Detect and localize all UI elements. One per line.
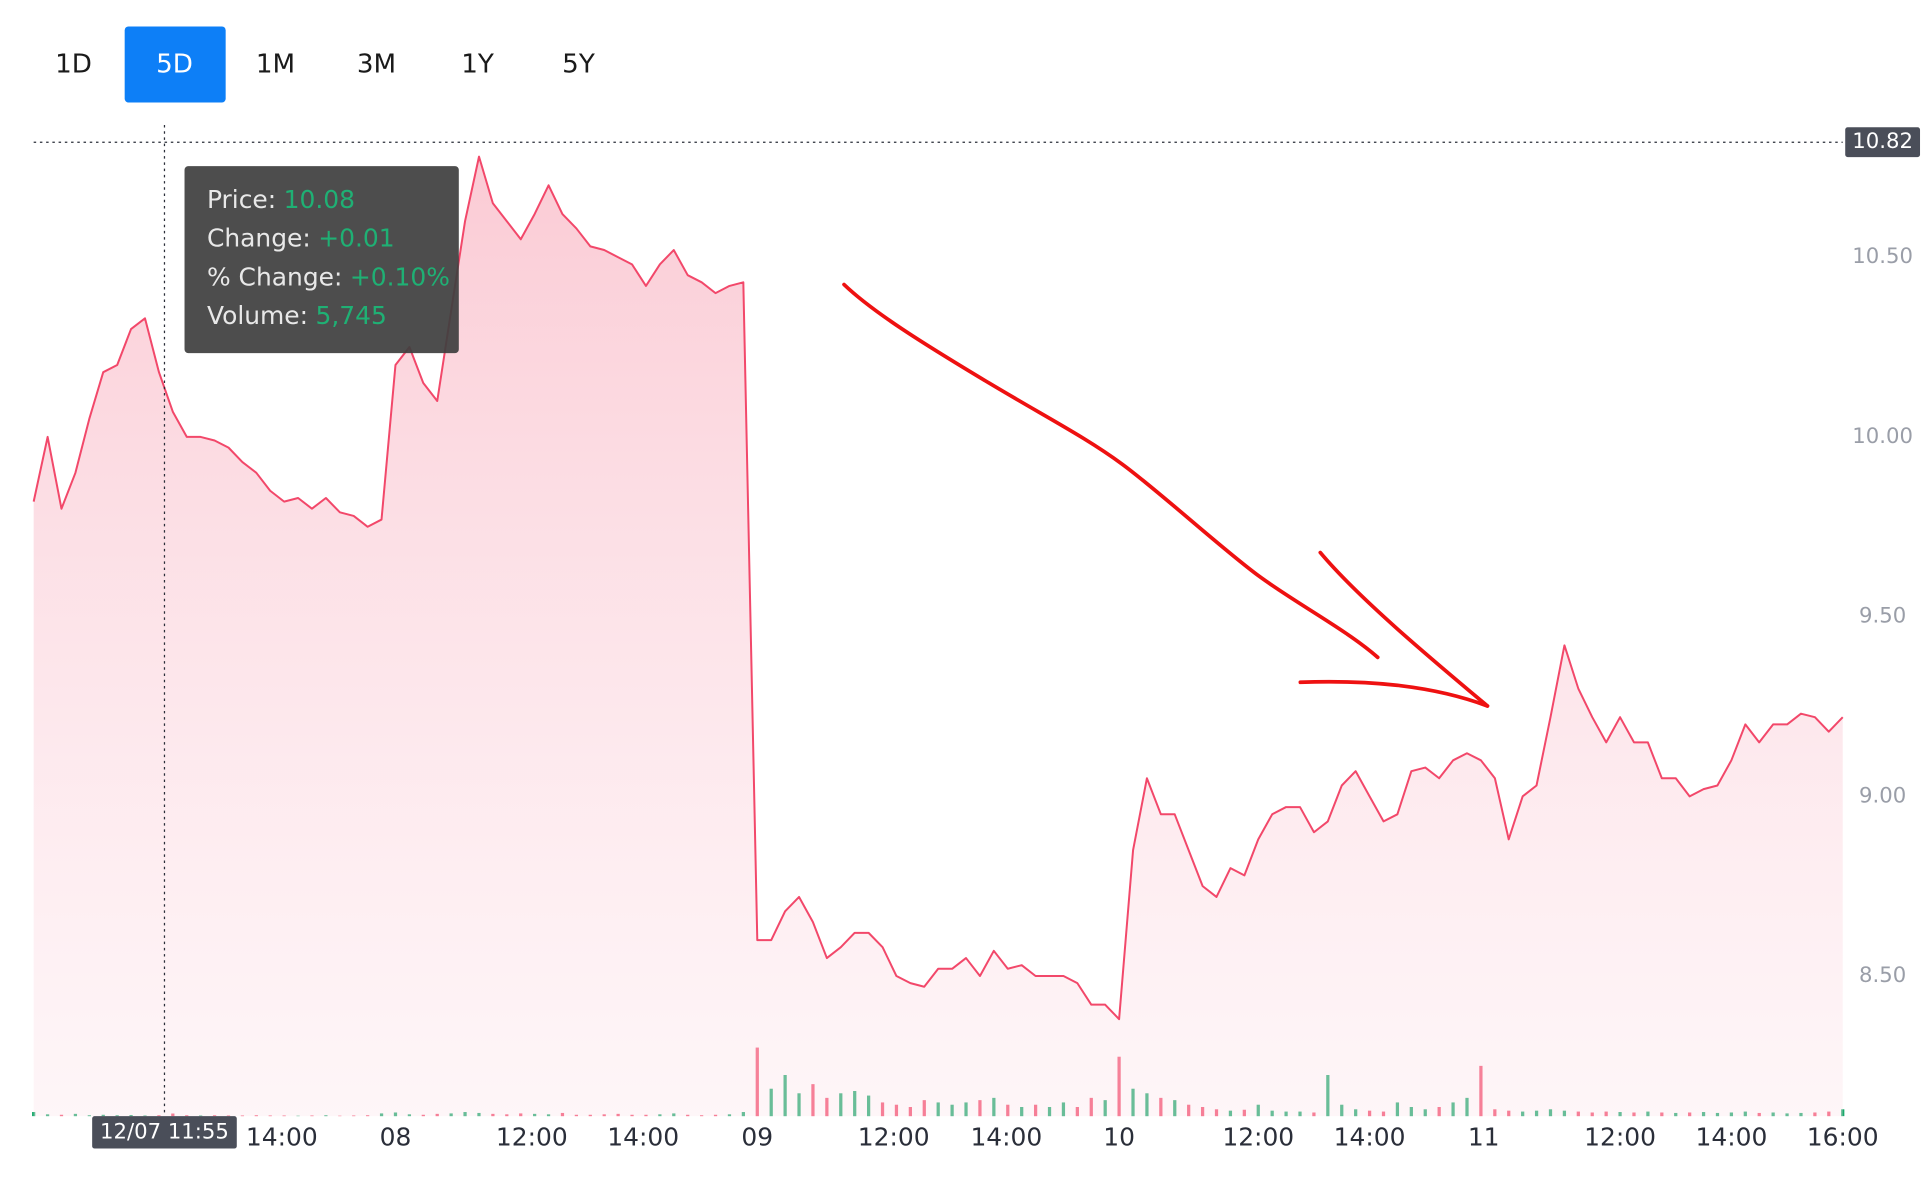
x-tick-label: 14:00 [246, 1123, 318, 1152]
price-area [33, 156, 1843, 1117]
x-tick-label: 12:00 [496, 1123, 568, 1152]
range-button-bg [124, 26, 226, 103]
range-button[interactable]: 1Y [461, 50, 495, 80]
x-tick-label: 09 [741, 1123, 773, 1152]
range-button[interactable]: 5Y [562, 50, 596, 80]
tooltip-value: +0.10% [350, 262, 450, 291]
crosshair-tooltip: 10.82 12/07 11:55 Price: 10.08 Change: +0.01%… [33, 124, 1921, 1149]
tooltip-row: % Change: +0.10% [207, 262, 450, 291]
x-tick-label: 12:00 [1584, 1123, 1656, 1152]
x-tick-label: 14:00 [607, 1123, 679, 1152]
y-tick-label: 9.50 [1859, 603, 1906, 628]
tooltip-label: % Change: [207, 262, 342, 291]
x-tick-label: 16:00 [1807, 1123, 1879, 1152]
range-button[interactable]: 3M [357, 50, 396, 80]
price-series [32, 155, 1844, 1117]
range-button-label: 3M [357, 50, 396, 80]
arrow-stroke [1298, 679, 1490, 708]
crosshair-x-box [92, 1116, 237, 1149]
range-button[interactable]: 1D [55, 50, 92, 80]
hand-drawn-arrow [842, 282, 1490, 708]
crosshair-y-label: 10.82 [1852, 128, 1913, 153]
tooltip-label: Volume: [207, 301, 308, 330]
x-tick-label: 12:00 [1222, 1123, 1294, 1152]
y-tick-label: 10.00 [1852, 423, 1913, 448]
x-tick-label: 10 [1103, 1123, 1135, 1152]
tooltip-value: +0.01 [318, 224, 394, 253]
tooltip-label: Change: [207, 224, 311, 253]
crosshair-x-label: 12/07 11:55 [100, 1118, 229, 1143]
range-toolbar: 1D 5D 1M 3M 1Y 5Y [55, 26, 596, 103]
range-button-label: 5Y [562, 50, 596, 80]
tooltip-row: Change: +0.01 [207, 224, 395, 253]
range-button-label: 1D [55, 50, 92, 80]
x-tick-label: 12:00 [858, 1123, 930, 1152]
y-tick-label: 10.50 [1852, 243, 1913, 268]
arrow-stroke [842, 282, 1380, 660]
x-tick-label: 14:00 [1695, 1123, 1767, 1152]
tooltip-row: Price: 10.08 [207, 185, 355, 214]
tooltip-box [184, 166, 459, 354]
tooltip-value: 5,745 [316, 301, 387, 330]
y-tick-label: 8.50 [1859, 962, 1906, 987]
x-tick-label: 08 [380, 1123, 412, 1152]
range-button[interactable]: 5D [124, 26, 226, 103]
tooltip-value: 10.08 [284, 185, 355, 214]
range-button-label: 5D [156, 50, 193, 80]
range-button-label: 1M [256, 50, 295, 80]
arrow-stroke [1318, 550, 1490, 708]
x-tick-label: 11 [1468, 1123, 1500, 1152]
price-line [32, 155, 1844, 1021]
x-tick-label: 14:00 [1334, 1123, 1406, 1152]
range-button-label: 1Y [461, 50, 495, 80]
x-tick-label: 14:00 [970, 1123, 1042, 1152]
y-tick-label: 9.00 [1859, 782, 1906, 807]
tooltip-row: Volume: 5,745 [207, 301, 387, 330]
axes: 8.50 9.00 9.50 10.00 10.50 14:00 08 12:00 14:00 0… [246, 243, 1913, 1151]
tooltip-label: Price: [207, 185, 276, 214]
crosshair-y-box [1845, 127, 1921, 158]
range-button[interactable]: 1M [256, 50, 295, 80]
